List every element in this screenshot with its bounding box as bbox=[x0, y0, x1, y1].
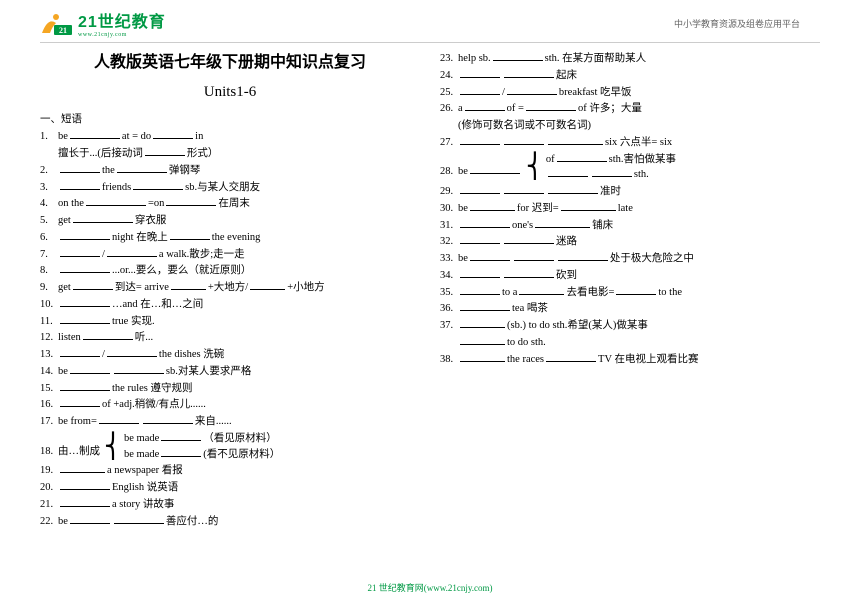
exercise-line: 4.on the=on 在周末 bbox=[40, 196, 420, 212]
document-title: 人教版英语七年级下册期中知识点复习 bbox=[40, 51, 420, 75]
exercise-line: 33.be处于极大危险之中 bbox=[440, 251, 820, 267]
exercise-line: 35.to a去看电影=to the bbox=[440, 285, 820, 301]
item-28: 28. be ⎨ of sth.害怕做某事 sth. bbox=[440, 152, 820, 184]
right-items-list: 23.help sb.sth. 在某方面帮助某人24.起床25./breakfa… bbox=[440, 51, 820, 151]
blank bbox=[557, 152, 607, 162]
exercise-line: 27.six 六点半= six bbox=[440, 135, 820, 151]
document-subtitle: Units1-6 bbox=[40, 81, 420, 104]
exercise-line: 21.a story 讲故事 bbox=[40, 497, 420, 513]
exercise-line: 9.get到达= arrive+大地方/+小地方 bbox=[40, 280, 420, 296]
exercise-line: 17.be from=来自...... bbox=[40, 414, 420, 430]
exercise-line: 32.迷路 bbox=[440, 234, 820, 250]
exercise-line: 31.one's铺床 bbox=[440, 218, 820, 234]
exercise-line: 22.be善应付…的 bbox=[40, 514, 420, 530]
exercise-line: 11.true 实现. bbox=[40, 314, 420, 330]
exercise-line: 26.aof =of 许多；大量 bbox=[440, 101, 820, 117]
blank bbox=[592, 167, 632, 177]
bracket-28: ⎨ of sth.害怕做某事 sth. bbox=[522, 152, 676, 184]
left-items-list: 1.beat = doin擅长于...(后接动词形式）2.the弹钢琴3.fri… bbox=[40, 129, 420, 430]
exercise-line: 7./a walk.散步;走一走 bbox=[40, 247, 420, 263]
logo: 21 21世纪教育 www.21cnjy.com bbox=[40, 8, 166, 38]
content-area: 人教版英语七年级下册期中知识点复习 Units1-6 一、短语 1.beat =… bbox=[0, 51, 860, 530]
exercise-line: (修饰可数名词或不可数名词) bbox=[440, 118, 820, 134]
logo-icon: 21 bbox=[40, 9, 76, 37]
left-bracket-icon: ⎨ bbox=[526, 155, 544, 179]
exercise-line: 38.the racesTV 在电视上观看比赛 bbox=[440, 352, 820, 368]
exercise-line: 16.of +adj.稍微/有点儿...... bbox=[40, 397, 420, 413]
left-bracket-icon: ⎨ bbox=[104, 435, 122, 459]
logo-main-text: 21世纪教育 bbox=[78, 8, 166, 32]
exercise-line: 36.tea 喝茶 bbox=[440, 301, 820, 317]
exercise-line: 10.…and 在…和…之间 bbox=[40, 297, 420, 313]
exercise-line: 2.the弹钢琴 bbox=[40, 163, 420, 179]
exercise-line: to do sth. bbox=[440, 335, 820, 351]
exercise-line: 8....or...要么，要么（就近原则） bbox=[40, 263, 420, 279]
right-column: 23.help sb.sth. 在某方面帮助某人24.起床25./breakfa… bbox=[440, 51, 820, 530]
header-divider bbox=[40, 42, 820, 43]
exercise-line: 15.the rules 遵守规则 bbox=[40, 381, 420, 397]
left-column: 人教版英语七年级下册期中知识点复习 Units1-6 一、短语 1.beat =… bbox=[40, 51, 420, 530]
page-footer: 21 世纪教育网(www.21cnjy.com) bbox=[0, 581, 860, 594]
exercise-line: 20.English 说英语 bbox=[40, 480, 420, 496]
blank bbox=[161, 447, 201, 457]
exercise-line: 29.准时 bbox=[440, 184, 820, 200]
blank bbox=[548, 167, 588, 177]
exercise-line: 23.help sb.sth. 在某方面帮助某人 bbox=[440, 51, 820, 67]
exercise-line: 1.beat = doin bbox=[40, 129, 420, 145]
blank bbox=[161, 431, 201, 441]
section-label: 一、短语 bbox=[40, 112, 420, 128]
bracket-18: ⎨ be made （看见原材料） be made (看不见原材料） bbox=[100, 431, 280, 463]
exercise-line: 3.friendssb.与某人交朋友 bbox=[40, 180, 420, 196]
blank bbox=[470, 164, 520, 174]
exercise-line: 14.besb.对某人要求严格 bbox=[40, 364, 420, 380]
exercise-line: 30.befor 迟到=late bbox=[440, 201, 820, 217]
exercise-line: 擅长于...(后接动词形式） bbox=[40, 146, 420, 162]
exercise-line: 25./breakfast 吃早饭 bbox=[440, 85, 820, 101]
exercise-line: 12.listen听... bbox=[40, 330, 420, 346]
logo-sub-text: www.21cnjy.com bbox=[78, 32, 166, 38]
exercise-line: 19.a newspaper 看报 bbox=[40, 463, 420, 479]
header-right-text: 中小学教育资源及组卷应用平台 bbox=[674, 17, 800, 30]
exercise-line: 13./the dishes 洗碗 bbox=[40, 347, 420, 363]
left-items-after-list: 19.a newspaper 看报20.English 说英语21.a stor… bbox=[40, 463, 420, 529]
svg-text:21: 21 bbox=[59, 26, 67, 35]
right-items-after-list: 29.准时30.befor 迟到=late31.one's铺床32.迷路33.b… bbox=[440, 184, 820, 367]
exercise-line: 37.(sb.) to do sth.希望(某人)做某事 bbox=[440, 318, 820, 334]
page-header: 21 21世纪教育 www.21cnjy.com 中小学教育资源及组卷应用平台 bbox=[0, 0, 860, 42]
exercise-line: 34.砍到 bbox=[440, 268, 820, 284]
logo-text: 21世纪教育 www.21cnjy.com bbox=[78, 8, 166, 38]
exercise-line: 5.get穿衣服 bbox=[40, 213, 420, 229]
exercise-line: 6.night 在晚上the evening bbox=[40, 230, 420, 246]
exercise-line: 24.起床 bbox=[440, 68, 820, 84]
item-18: 18. 由…制成 ⎨ be made （看见原材料） be made (看不见原… bbox=[40, 431, 420, 463]
